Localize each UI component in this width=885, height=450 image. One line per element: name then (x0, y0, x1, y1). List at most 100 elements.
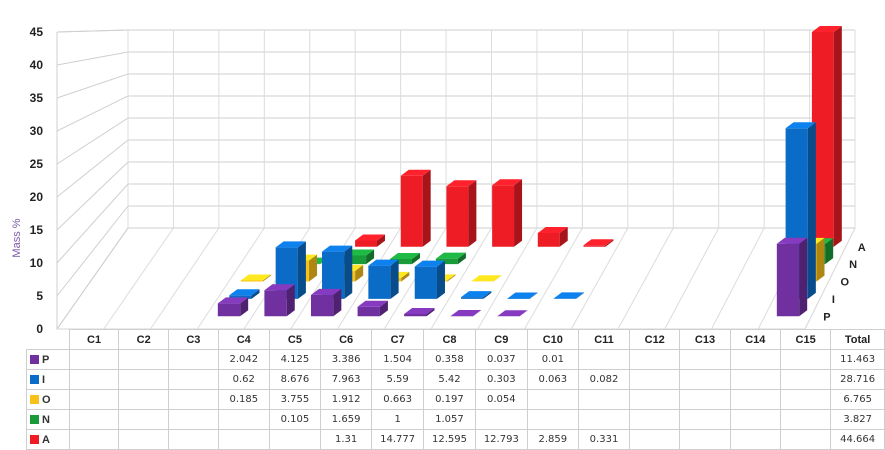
gridlines (57, 30, 855, 329)
bar-front (415, 267, 437, 299)
y-axis-label: Mass % (11, 218, 23, 257)
table-cell: 0.663 (372, 390, 424, 410)
table-cell: 0.105 (269, 410, 320, 430)
legend-swatch (30, 435, 39, 444)
table-cell (69, 350, 119, 370)
table-cell (780, 390, 830, 410)
bar-P-C10 (497, 310, 527, 316)
table-cell: 12.793 (475, 430, 527, 450)
table-cell (69, 410, 119, 430)
bar-front (368, 266, 390, 299)
table-corner (27, 330, 70, 350)
legend-name: I (42, 374, 45, 386)
table-cell: 14.777 (372, 430, 424, 450)
y-tick-label: 45 (30, 25, 44, 39)
side-wall-gridline (57, 74, 128, 98)
legend-name: O (42, 394, 51, 406)
table-cell: 0.358 (424, 350, 476, 370)
table-cell: 28.716 (831, 370, 885, 390)
table-header-C5: C5 (269, 330, 320, 350)
table-cell: 4.125 (269, 350, 320, 370)
side-wall-gridline (57, 52, 128, 65)
bar-side (468, 180, 476, 247)
table-cell: 1.504 (372, 350, 424, 370)
bar-A-C8 (446, 180, 476, 247)
table-cell (269, 430, 320, 450)
table-cell: 6.765 (831, 390, 885, 410)
table-cell: 5.59 (372, 370, 424, 390)
legend-cell-I: I (27, 370, 70, 390)
bar-front (461, 297, 483, 299)
table-cell (169, 430, 219, 450)
table-cell: 0.037 (475, 350, 527, 370)
legend-name: A (42, 434, 50, 446)
floor-gridline (712, 228, 765, 329)
table-cell (780, 430, 830, 450)
bar-front (404, 314, 426, 316)
table-cell (119, 370, 169, 390)
bar-O-C9 (471, 275, 501, 281)
table-cell (630, 350, 680, 370)
bar-I-C11 (554, 292, 584, 298)
table-cell (169, 370, 219, 390)
bar-side (423, 170, 431, 247)
bar-side (808, 122, 816, 299)
table-cell: 2.859 (527, 430, 578, 450)
table-cell: 0.01 (527, 350, 578, 370)
bar-side (514, 179, 522, 247)
legend-cell-A: A (27, 430, 70, 450)
bar-front (311, 295, 333, 316)
bar-front (218, 303, 240, 316)
table-cell (475, 410, 527, 430)
table-cell: 3.827 (831, 410, 885, 430)
bar-front (538, 233, 560, 247)
table-cell (169, 390, 219, 410)
table-cell: 0.063 (527, 370, 578, 390)
y-tick-label: 10 (30, 256, 44, 270)
table-cell (578, 390, 629, 410)
y-tick-label: 35 (30, 91, 44, 105)
table-cell (169, 410, 219, 430)
y-tick-label: 20 (30, 190, 44, 204)
bar-front (264, 290, 286, 316)
bar-front (446, 186, 468, 247)
legend-cell-N: N (27, 410, 70, 430)
bar-front (358, 307, 380, 317)
bars (218, 26, 842, 316)
table-cell (630, 370, 680, 390)
table-header-C12: C12 (630, 330, 680, 350)
side-wall-gridline (57, 228, 128, 329)
table-cell: 44.664 (831, 430, 885, 450)
y-tick-label: 5 (36, 289, 43, 303)
table-cell (730, 370, 780, 390)
table-cell (780, 350, 830, 370)
table-header-C1: C1 (69, 330, 119, 350)
legend-name: N (42, 414, 50, 426)
table-header-C6: C6 (321, 330, 372, 350)
table-cell: 2.042 (218, 350, 269, 370)
table-cell (578, 410, 629, 430)
table-cell (730, 390, 780, 410)
bar-top (554, 292, 584, 298)
table-cell: 1.659 (321, 410, 372, 430)
legend-cell-O: O (27, 390, 70, 410)
side-wall-gridline (57, 96, 128, 131)
legend-swatch (30, 355, 39, 364)
bar-P-C8 (404, 308, 434, 316)
bar-front (401, 176, 423, 247)
bar-side (817, 238, 825, 282)
table-cell: 12.595 (424, 430, 476, 450)
bar-side (298, 241, 306, 299)
y-tick-label: 40 (30, 58, 44, 72)
table-cell: 0.054 (475, 390, 527, 410)
table-cell: 0.082 (578, 370, 629, 390)
bar-I-C7 (368, 260, 398, 299)
table-cell (119, 390, 169, 410)
table-cell (527, 390, 578, 410)
bar-front (241, 281, 263, 282)
table-header-C4: C4 (218, 330, 269, 350)
table-cell (780, 370, 830, 390)
